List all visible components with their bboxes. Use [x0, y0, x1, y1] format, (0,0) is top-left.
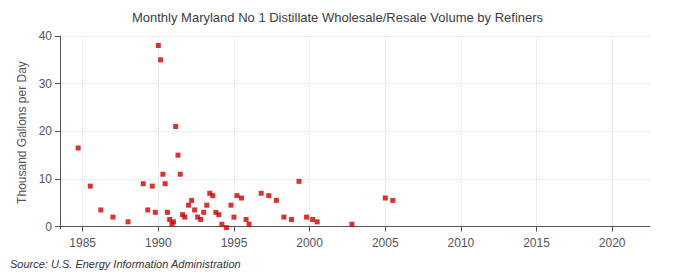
svg-text:2005: 2005	[372, 236, 399, 250]
svg-text:1990: 1990	[145, 236, 172, 250]
svg-text:1985: 1985	[69, 236, 96, 250]
svg-text:2000: 2000	[296, 236, 323, 250]
svg-text:0: 0	[45, 220, 52, 234]
svg-text:30: 30	[39, 77, 53, 91]
svg-text:2010: 2010	[448, 236, 475, 250]
svg-text:2015: 2015	[523, 236, 550, 250]
svg-text:Source: U.S. Energy Informatio: Source: U.S. Energy Information Administ…	[10, 258, 241, 270]
svg-text:20: 20	[39, 124, 53, 138]
svg-text:40: 40	[39, 29, 53, 43]
svg-text:2020: 2020	[599, 236, 626, 250]
svg-text:10: 10	[39, 172, 53, 186]
svg-text:Thousand Gallons per Day: Thousand Gallons per Day	[15, 61, 29, 204]
svg-text:Monthly Maryland No 1 Distilla: Monthly Maryland No 1 Distillate Wholesa…	[132, 10, 544, 25]
svg-text:1995: 1995	[221, 236, 248, 250]
